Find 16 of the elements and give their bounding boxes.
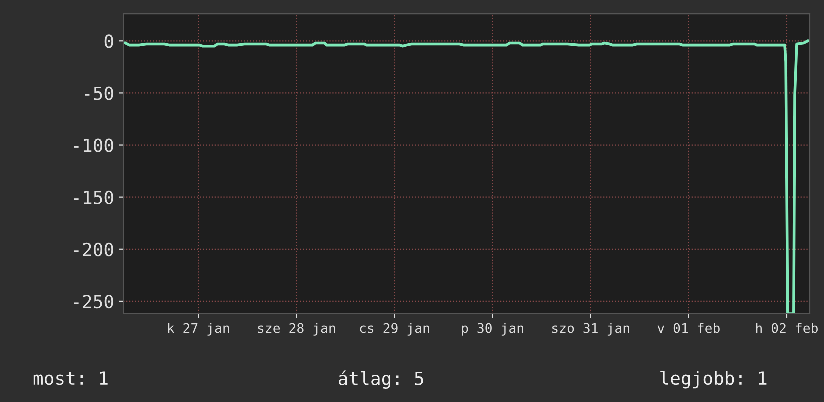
x-tick-label: k 27 jan	[168, 323, 230, 336]
x-tick-label: sze 28 jan	[258, 323, 336, 336]
y-tick-label: -100	[74, 138, 114, 152]
x-tick-label: p 30 jan	[462, 323, 524, 336]
y-tick-label: -200	[74, 242, 114, 257]
text: most: 1	[34, 372, 108, 386]
y-tick-label: -250	[74, 294, 114, 309]
text: legjobb: 1	[660, 371, 767, 389]
x-tick-label: szo 31 jan	[552, 323, 630, 336]
x-tick-label: v 01 feb	[658, 323, 720, 334]
x-tick-label: cs 29 jan	[360, 323, 430, 336]
y-tick-label: 0	[104, 34, 114, 48]
y-tick-label: -50	[85, 86, 114, 100]
y-tick-label: -150	[74, 190, 114, 204]
x-tick-label: h 02 feb	[756, 323, 818, 334]
text: átlag: 5	[339, 370, 424, 390]
